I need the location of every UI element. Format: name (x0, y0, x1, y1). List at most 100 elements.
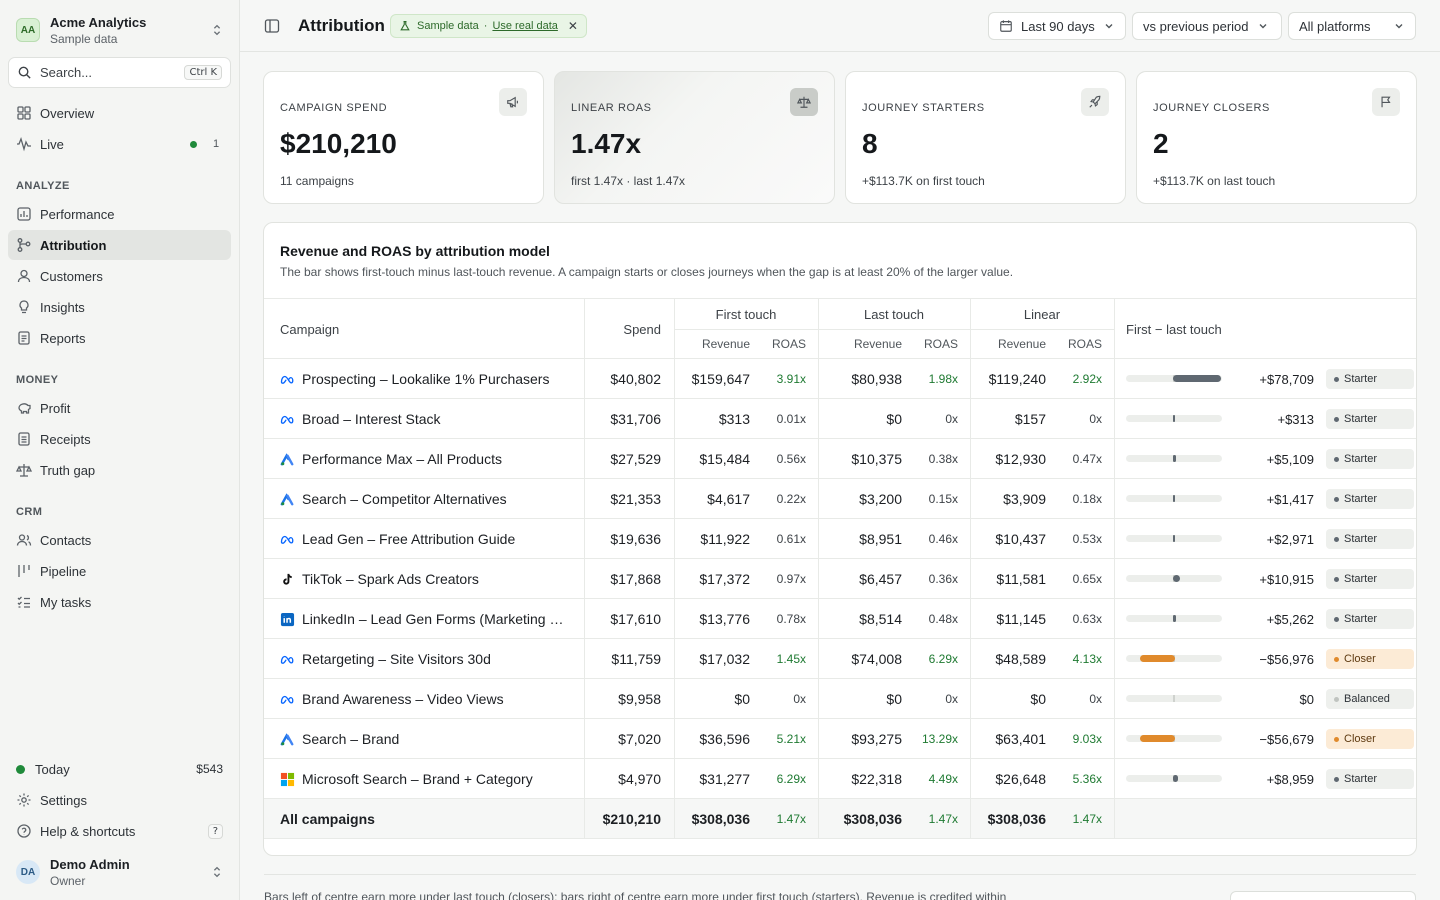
col-header-revenue[interactable]: Revenue (701, 337, 750, 351)
gap-bar (1126, 495, 1222, 502)
footer-button[interactable] (1230, 891, 1416, 900)
sidebar-item-live[interactable]: Live 1 (8, 129, 231, 159)
last-revenue-cell: $8,514 (859, 611, 902, 627)
table-row[interactable]: Retargeting – Site Visitors 30d $11,759 $1… (264, 638, 1416, 678)
sidebar-item-customers[interactable]: Customers (8, 261, 231, 291)
kpi-value: 2 (1153, 128, 1169, 159)
sidebar-item-pipeline[interactable]: Pipeline (8, 556, 231, 586)
first-revenue-cell: $159,647 (691, 371, 750, 387)
sidebar-item-help[interactable]: Help & shortcuts ? (8, 816, 231, 846)
last-roas-cell: 0x (945, 412, 958, 426)
table-row[interactable]: LinkedIn – Lead Gen Forms (Marketing … $1… (264, 598, 1416, 638)
gap-bar (1126, 615, 1222, 622)
spend-cell: $11,759 (611, 651, 661, 667)
col-header-revenue[interactable]: Revenue (997, 337, 1046, 351)
campaign-name: Brand Awareness – Video Views (302, 691, 504, 707)
first-roas-cell: 0x (793, 692, 806, 706)
col-header-spend[interactable]: Spend (623, 321, 661, 337)
user-name: Demo Admin (50, 856, 130, 872)
col-header-roas[interactable]: ROAS (1067, 337, 1102, 351)
gap-bar-fill (1173, 375, 1221, 382)
table-row[interactable]: Performance Max – All Products $27,529 $15… (264, 438, 1416, 478)
sidebar-item-label: Overview (40, 105, 95, 121)
nav-section-label: ANALYZE (16, 180, 70, 192)
today-revenue[interactable]: Today $543 (8, 754, 231, 784)
campaign-cell: Microsoft Search – Brand + Category (280, 759, 584, 799)
search-icon (18, 66, 31, 79)
search-input[interactable]: Search... Ctrl K (8, 57, 231, 88)
table-row[interactable]: TikTok – Spark Ads Creators $17,868 $17,37… (264, 558, 1416, 598)
users-icon (16, 534, 32, 546)
use-real-data-link[interactable]: Use real data (492, 20, 558, 32)
first-roas-cell: 3.91x (776, 372, 806, 386)
gap-value-cell: +$313 (1277, 411, 1314, 427)
rocket-icon (1081, 88, 1109, 116)
user-menu[interactable]: DA Demo Admin Owner (8, 850, 232, 894)
page-title: Attribution (298, 16, 385, 35)
gap-value-cell: $0 (1299, 691, 1314, 707)
sidebar-item-label: Truth gap (40, 462, 96, 478)
sidebar-item-contacts[interactable]: Contacts (8, 525, 231, 555)
table-row[interactable]: Prospecting – Lookalike 1% Purchasers $40… (264, 358, 1416, 398)
table-row[interactable]: Microsoft Search – Brand + Category $4,97… (264, 758, 1416, 799)
col-header-roas[interactable]: ROAS (771, 337, 806, 351)
table-row[interactable]: Search – Brand $7,020 $36,596 5.21x $93,275 1… (264, 718, 1416, 759)
linear-revenue-cell: $48,589 (995, 651, 1046, 667)
sidebar-item-my-tasks[interactable]: My tasks (8, 587, 231, 617)
col-header-gap[interactable]: First − last touch (1126, 321, 1222, 337)
sidebar-item-profit[interactable]: Profit (8, 393, 231, 423)
platform-value: All platforms (1299, 18, 1371, 34)
last-revenue-cell: $74,008 (851, 651, 902, 667)
sidebar-item-receipts[interactable]: Receipts (8, 424, 231, 454)
sidebar-item-attribution[interactable]: Attribution (8, 230, 231, 260)
sidebar-item-label: Profit (40, 400, 71, 416)
first-revenue-cell: $13,776 (699, 611, 750, 627)
org-switcher[interactable]: AA Acme Analytics Sample data (8, 8, 232, 52)
spend-cell: $17,868 (610, 571, 661, 587)
kpi-label: JOURNEY CLOSERS (1153, 102, 1270, 114)
table-row[interactable]: Lead Gen – Free Attribution Guide $19,636… (264, 518, 1416, 558)
kpi-card-linear-roas[interactable]: LINEAR ROAS 1.47x first 1.47x · last 1.4… (554, 71, 835, 204)
campaign-name: Retargeting – Site Visitors 30d (302, 651, 491, 667)
col-header-roas[interactable]: ROAS (923, 337, 958, 351)
chevron-down-icon (1259, 24, 1266, 29)
first-roas-cell: 0.97x (776, 572, 806, 586)
linear-roas-cell: 0x (1089, 412, 1102, 426)
flag-icon (1372, 88, 1400, 116)
sidebar-item-label: Attribution (40, 237, 107, 253)
date-range-select[interactable]: Last 90 days (988, 12, 1126, 40)
campaign-cell: Search – Brand (280, 719, 584, 759)
table-row[interactable]: Brand Awareness – Video Views $9,958 $0 0x $… (264, 678, 1416, 718)
col-header-revenue[interactable]: Revenue (853, 337, 902, 351)
sidebar-item-label: Insights (40, 299, 85, 315)
col-header-campaign[interactable]: Campaign (280, 321, 340, 337)
nav-section-label: MONEY (16, 374, 59, 386)
table-row[interactable]: Broad – Interest Stack $31,706 $313 0.01x $0… (264, 398, 1416, 438)
kpi-card-campaign-spend: CAMPAIGN SPEND $210,210 11 campaigns (263, 71, 544, 204)
sidebar-item-truth-gap[interactable]: Truth gap (8, 455, 231, 485)
sidebar-item-insights[interactable]: Insights (8, 292, 231, 322)
close-icon[interactable]: ✕ (567, 19, 578, 33)
platform-select[interactable]: All platforms (1288, 12, 1416, 40)
table-title: Revenue and ROAS by attribution model (280, 243, 550, 259)
kpi-card-journey-starters: JOURNEY STARTERS 8 +$113.7K on first tou… (845, 71, 1126, 204)
sidebar-item-performance[interactable]: Performance (8, 199, 231, 229)
gap-value-cell: +$78,709 (1259, 371, 1314, 387)
spend-cell: $17,610 (610, 611, 661, 627)
gap-bar (1126, 775, 1222, 782)
total-label: All campaigns (280, 811, 375, 827)
last-revenue-cell: $3,200 (859, 491, 902, 507)
spend-cell: $27,529 (610, 451, 661, 467)
linear-revenue-cell: $10,437 (995, 531, 1046, 547)
sidebar-item-settings[interactable]: Settings (8, 785, 231, 815)
chevron-up-down-icon (213, 24, 221, 36)
sidebar-item-overview[interactable]: Overview (8, 98, 231, 128)
sidebar-item-label: Performance (40, 206, 115, 222)
sidebar-item-reports[interactable]: Reports (8, 323, 231, 353)
role-badge: Starter (1326, 489, 1414, 509)
compare-select[interactable]: vs previous period (1132, 12, 1282, 40)
gap-bar-fill (1173, 615, 1176, 622)
table-row[interactable]: Search – Competitor Alternatives $21,353 $… (264, 478, 1416, 518)
sidebar-toggle-icon[interactable] (264, 18, 280, 34)
role-badge: Starter (1326, 369, 1414, 389)
